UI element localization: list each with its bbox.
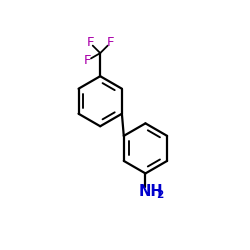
Text: F: F <box>84 54 92 67</box>
Text: 2: 2 <box>156 190 164 200</box>
Text: F: F <box>86 36 94 50</box>
Text: F: F <box>107 36 114 50</box>
Text: NH: NH <box>138 184 163 199</box>
